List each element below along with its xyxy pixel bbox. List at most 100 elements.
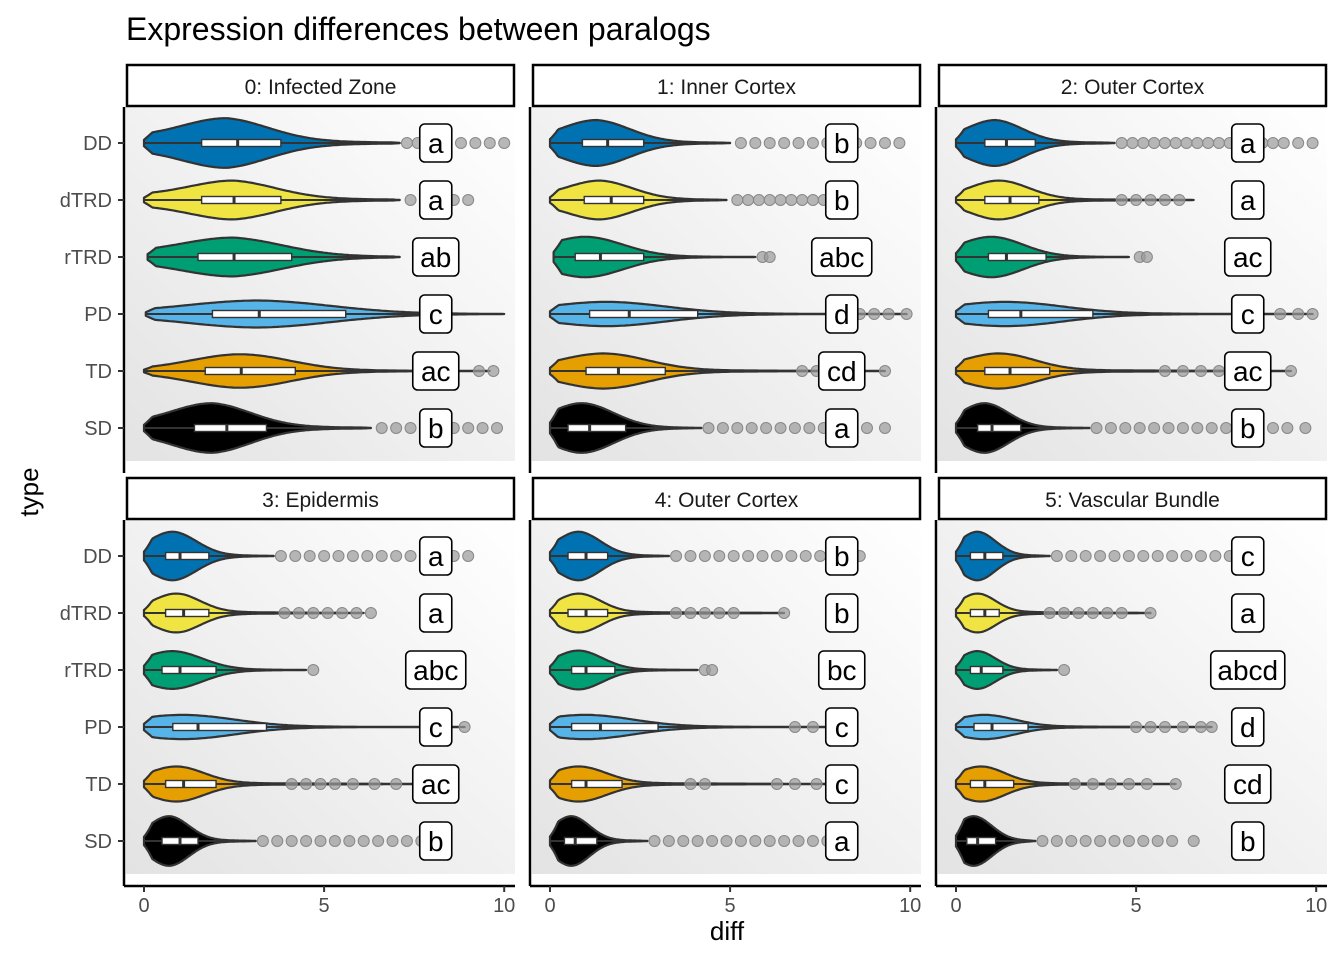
y-tick-label: SD bbox=[84, 418, 112, 440]
y-axis-label: type bbox=[14, 467, 44, 516]
outlier-point bbox=[684, 778, 697, 790]
box-TD bbox=[204, 366, 296, 376]
facet-strip-label: 3: Epidermis bbox=[262, 489, 379, 512]
significance-label-box bbox=[1223, 764, 1272, 804]
outlier-point bbox=[796, 365, 809, 377]
outlier-point bbox=[706, 664, 719, 676]
outlier-point bbox=[1144, 721, 1157, 733]
outlier-point bbox=[774, 422, 787, 434]
box-DD bbox=[200, 138, 282, 148]
significance-label: c bbox=[835, 769, 849, 800]
box-TD bbox=[585, 366, 666, 376]
outlier-point bbox=[760, 422, 773, 434]
facet-strip bbox=[531, 63, 922, 108]
outlier-point bbox=[1104, 778, 1117, 790]
outlier-point bbox=[332, 550, 345, 562]
y-tick-label: dTRD bbox=[60, 603, 112, 625]
outlier-point bbox=[1133, 422, 1146, 434]
outlier-point bbox=[1058, 664, 1071, 676]
significance-label-box bbox=[418, 707, 453, 747]
significance-label: c bbox=[429, 299, 443, 330]
outlier-point bbox=[404, 422, 417, 434]
outlier-point bbox=[806, 835, 819, 847]
x-tick-label: 0 bbox=[544, 895, 555, 917]
outlier-point bbox=[1180, 137, 1193, 149]
box-SD bbox=[563, 836, 598, 846]
outlier-point bbox=[390, 422, 403, 434]
facet-strip-label: 1: Inner Cortex bbox=[657, 76, 796, 99]
outlier-point bbox=[454, 137, 467, 149]
outlier-point bbox=[1130, 721, 1143, 733]
box-PD bbox=[570, 722, 659, 732]
box-rTRD bbox=[570, 665, 616, 675]
outlier-point bbox=[1173, 194, 1186, 206]
outlier-point bbox=[307, 607, 320, 619]
significance-label: b bbox=[1240, 826, 1256, 857]
significance-label-box bbox=[1230, 707, 1265, 747]
outlier-point bbox=[698, 550, 711, 562]
outlier-point bbox=[1274, 308, 1287, 320]
outlier-point bbox=[372, 835, 385, 847]
significance-label: b bbox=[834, 185, 850, 216]
significance-label: b bbox=[428, 413, 444, 444]
outlier-point bbox=[1158, 137, 1171, 149]
y-tick-label: DD bbox=[83, 133, 112, 155]
outlier-point bbox=[1108, 550, 1121, 562]
significance-label-box bbox=[824, 408, 859, 448]
outlier-point bbox=[1137, 550, 1150, 562]
outlier-point bbox=[806, 137, 819, 149]
outlier-point bbox=[1137, 137, 1150, 149]
significance-label-box bbox=[411, 351, 460, 391]
panel-background bbox=[532, 520, 921, 874]
outlier-point bbox=[1151, 550, 1164, 562]
outlier-point bbox=[878, 365, 891, 377]
outlier-point bbox=[864, 137, 877, 149]
outlier-point bbox=[1187, 835, 1200, 847]
significance-label-box bbox=[411, 764, 460, 804]
y-tick-label: dTRD bbox=[60, 190, 112, 212]
significance-label-box bbox=[824, 180, 859, 220]
facet-strip bbox=[937, 476, 1328, 521]
outlier-point bbox=[698, 778, 711, 790]
significance-label: abc bbox=[819, 242, 864, 273]
outlier-point bbox=[404, 194, 417, 206]
significance-label-box bbox=[1230, 593, 1265, 633]
panel-background bbox=[938, 520, 1327, 874]
outlier-point bbox=[1194, 365, 1207, 377]
y-tick-label: TD bbox=[85, 361, 112, 383]
outlier-point bbox=[1176, 422, 1189, 434]
outlier-point bbox=[1086, 778, 1099, 790]
outlier-point bbox=[1115, 607, 1128, 619]
outlier-point bbox=[752, 194, 765, 206]
outlier-point bbox=[1212, 365, 1225, 377]
outlier-point bbox=[785, 550, 798, 562]
significance-label: ac bbox=[421, 356, 451, 387]
x-tick-label: 10 bbox=[493, 895, 515, 917]
outlier-point bbox=[763, 835, 776, 847]
outlier-point bbox=[691, 835, 704, 847]
outlier-point bbox=[860, 422, 873, 434]
box-dTRD bbox=[164, 608, 210, 618]
significance-label: ac bbox=[421, 769, 451, 800]
outlier-point bbox=[778, 835, 791, 847]
outlier-point bbox=[292, 607, 305, 619]
significance-label-box bbox=[418, 593, 453, 633]
outlier-point bbox=[314, 835, 327, 847]
box-SD bbox=[966, 836, 997, 846]
outlier-point bbox=[1191, 137, 1204, 149]
outlier-point bbox=[778, 137, 791, 149]
significance-label: ac bbox=[1233, 242, 1263, 273]
significance-label: a bbox=[428, 541, 444, 572]
panel-background bbox=[938, 107, 1327, 461]
outlier-point bbox=[1094, 835, 1107, 847]
box-SD bbox=[976, 423, 1022, 433]
outlier-point bbox=[1065, 835, 1078, 847]
outlier-point bbox=[458, 721, 471, 733]
outlier-point bbox=[1176, 721, 1189, 733]
significance-label-box bbox=[1223, 351, 1272, 391]
outlier-point bbox=[289, 550, 302, 562]
facet-strip-label: 0: Infected Zone bbox=[245, 76, 397, 99]
facet-panel: 2: Outer Cortex aa ac c ac b bbox=[934, 63, 1328, 473]
outlier-point bbox=[1104, 422, 1117, 434]
outlier-point bbox=[303, 550, 316, 562]
